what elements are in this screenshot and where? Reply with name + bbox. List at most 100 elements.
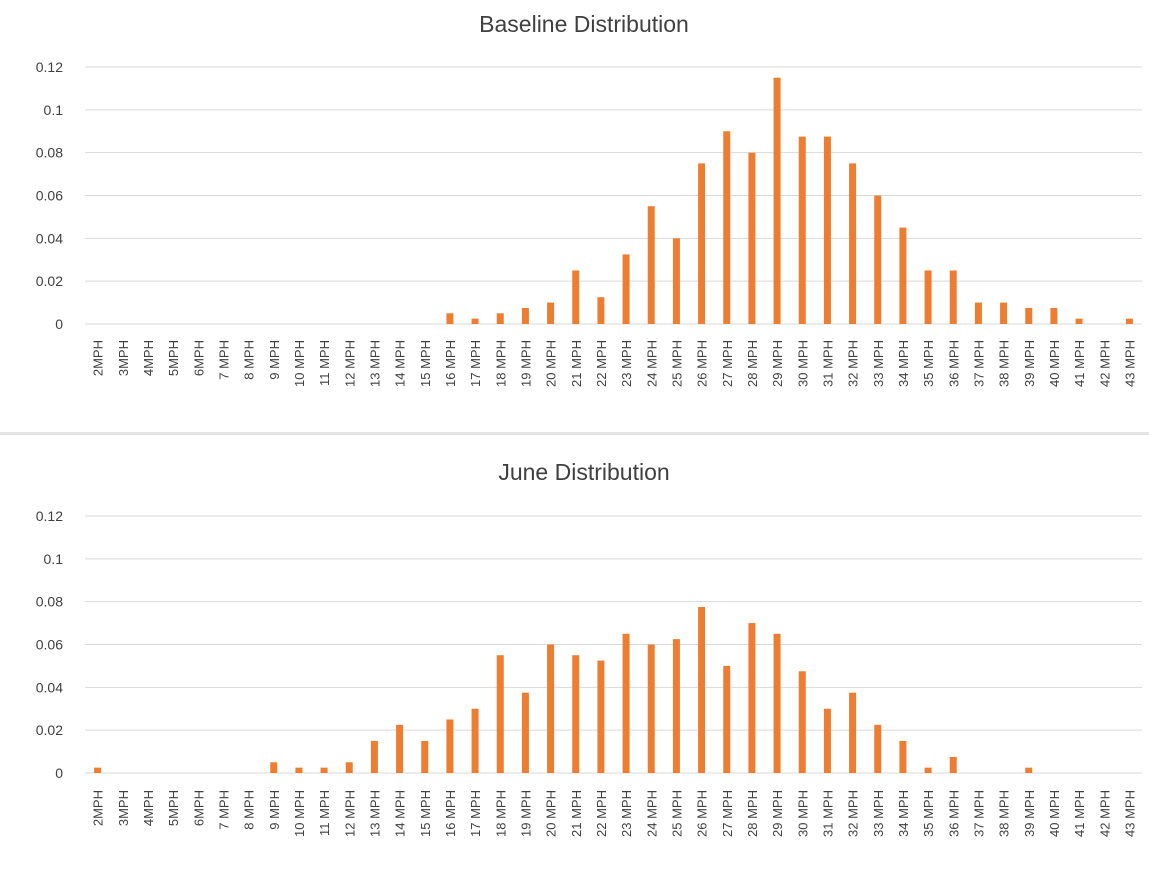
bar bbox=[94, 767, 102, 773]
x-tick-label: 13 MPH bbox=[367, 790, 382, 837]
x-tick-label: 28 MPH bbox=[745, 340, 760, 387]
x-tick-label: 5MPH bbox=[166, 340, 181, 376]
bar bbox=[572, 655, 580, 773]
x-tick-label: 9 MPH bbox=[267, 340, 282, 380]
x-tick-label: 25 MPH bbox=[669, 340, 684, 387]
bar bbox=[1125, 318, 1133, 324]
x-tick-label: 3MPH bbox=[116, 340, 131, 376]
x-tick-label: 23 MPH bbox=[619, 790, 634, 837]
x-tick-label: 30 MPH bbox=[795, 340, 810, 387]
bar bbox=[1025, 767, 1033, 773]
x-tick-label: 41 MPH bbox=[1072, 790, 1087, 837]
bar bbox=[597, 660, 605, 773]
x-tick-label: 37 MPH bbox=[971, 790, 986, 837]
bar bbox=[471, 708, 479, 773]
y-tick-label: 0.08 bbox=[36, 145, 63, 161]
bar bbox=[773, 633, 781, 773]
bar bbox=[798, 136, 806, 324]
y-tick-label: 0.04 bbox=[36, 230, 63, 246]
x-tick-label: 12 MPH bbox=[342, 790, 357, 837]
x-tick-label: 15 MPH bbox=[418, 340, 433, 387]
y-tick-label: 0.06 bbox=[36, 188, 63, 204]
bar bbox=[672, 639, 680, 773]
bar bbox=[496, 655, 504, 773]
x-tick-label: 7 MPH bbox=[216, 790, 231, 830]
x-tick-label: 36 MPH bbox=[946, 790, 961, 837]
bar bbox=[698, 163, 706, 325]
bar bbox=[949, 270, 957, 324]
bar bbox=[320, 767, 328, 773]
x-tick-label: 35 MPH bbox=[921, 790, 936, 837]
bar bbox=[748, 623, 756, 773]
x-tick-label: 21 MPH bbox=[569, 340, 584, 387]
x-tick-label: 2MPH bbox=[91, 340, 106, 376]
x-tick-label: 19 MPH bbox=[518, 790, 533, 837]
x-tick-label: 16 MPH bbox=[443, 340, 458, 387]
bar bbox=[723, 131, 731, 324]
bar bbox=[647, 644, 655, 773]
bar bbox=[270, 762, 278, 773]
x-tick-label: 15 MPH bbox=[418, 790, 433, 837]
x-tick-label: 24 MPH bbox=[644, 340, 659, 387]
x-tick-label: 29 MPH bbox=[770, 340, 785, 387]
y-tick-label: 0.02 bbox=[36, 273, 63, 289]
x-tick-label: 14 MPH bbox=[393, 340, 408, 387]
x-tick-label: 36 MPH bbox=[946, 340, 961, 387]
y-tick-label: 0.1 bbox=[44, 551, 64, 567]
bar bbox=[1075, 318, 1083, 324]
bar bbox=[421, 740, 429, 774]
bar bbox=[622, 633, 630, 773]
bar bbox=[345, 762, 353, 773]
x-tick-label: 19 MPH bbox=[518, 340, 533, 387]
bar bbox=[924, 767, 932, 773]
bar bbox=[823, 708, 831, 773]
x-tick-label: 26 MPH bbox=[695, 340, 710, 387]
x-tick-label: 12 MPH bbox=[342, 340, 357, 387]
y-tick-label: 0.12 bbox=[36, 508, 63, 524]
x-tick-label: 39 MPH bbox=[1022, 790, 1037, 837]
bar bbox=[672, 238, 680, 324]
bar bbox=[874, 195, 882, 324]
x-tick-label: 30 MPH bbox=[795, 790, 810, 837]
x-tick-label: 18 MPH bbox=[493, 790, 508, 837]
x-tick-label: 21 MPH bbox=[569, 790, 584, 837]
bar bbox=[1000, 302, 1008, 324]
bar bbox=[723, 665, 731, 773]
x-tick-label: 27 MPH bbox=[720, 340, 735, 387]
bar bbox=[849, 692, 857, 773]
bar bbox=[547, 302, 555, 324]
x-tick-label: 39 MPH bbox=[1022, 340, 1037, 387]
x-tick-label: 27 MPH bbox=[720, 790, 735, 837]
x-tick-label: 34 MPH bbox=[896, 340, 911, 387]
x-tick-label: 18 MPH bbox=[493, 340, 508, 387]
baseline-chart-svg: Baseline Distribution 0 0.02 0.04 0.06 0.08 0… bbox=[36, 11, 1142, 387]
x-tick-label: 22 MPH bbox=[594, 790, 609, 837]
bar bbox=[446, 313, 454, 324]
x-tick-label: 43 MPH bbox=[1122, 340, 1137, 387]
x-tick-label: 5MPH bbox=[166, 790, 181, 826]
bar bbox=[899, 227, 907, 325]
x-tick-label: 11 MPH bbox=[317, 340, 332, 386]
y-tick-label: 0.06 bbox=[36, 637, 63, 653]
bar bbox=[370, 740, 378, 774]
bar bbox=[924, 270, 932, 324]
bar bbox=[949, 756, 957, 773]
bar bbox=[1025, 307, 1033, 324]
x-tick-label: 17 MPH bbox=[468, 790, 483, 837]
x-tick-label: 2MPH bbox=[91, 790, 106, 826]
y-tick-label: 0 bbox=[55, 765, 63, 781]
x-tick-label: 23 MPH bbox=[619, 340, 634, 387]
x-tick-label: 4MPH bbox=[141, 790, 156, 826]
june-distribution-chart: June Distribution 0 0.02 0.04 0.06 0.08 0.1 0.… bbox=[0, 438, 1149, 878]
x-tick-label: 42 MPH bbox=[1097, 790, 1112, 837]
x-tick-label: 35 MPH bbox=[921, 340, 936, 387]
x-tick-label: 10 MPH bbox=[292, 790, 307, 837]
bar bbox=[521, 307, 529, 324]
y-tick-label: 0 bbox=[55, 316, 63, 332]
x-tick-label: 9 MPH bbox=[267, 790, 282, 830]
x-tick-label: 16 MPH bbox=[443, 790, 458, 837]
x-tick-label: 38 MPH bbox=[997, 340, 1012, 387]
bar bbox=[823, 136, 831, 324]
bar bbox=[547, 644, 555, 773]
x-tick-label: 43 MPH bbox=[1122, 790, 1137, 837]
